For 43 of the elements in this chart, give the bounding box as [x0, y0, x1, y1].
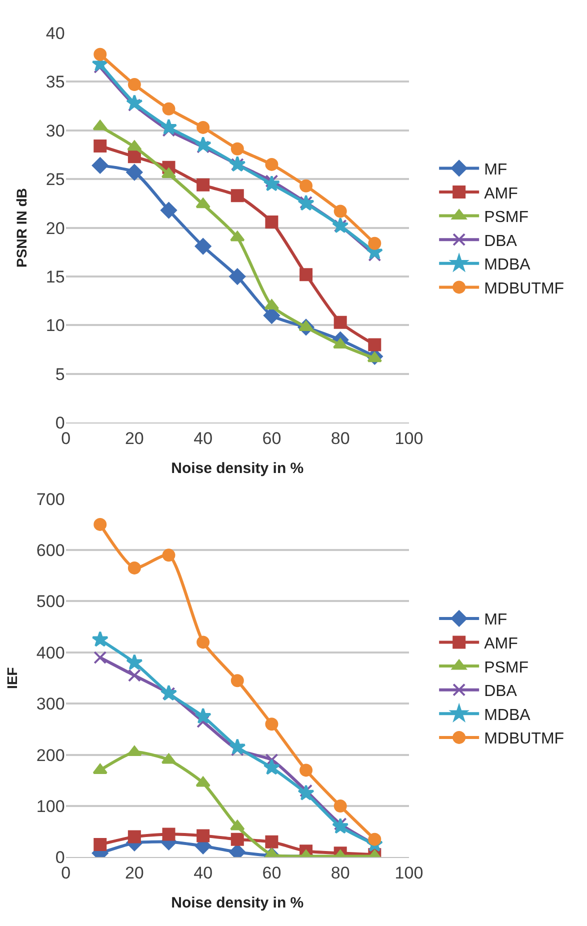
- y-tick-label: 35: [46, 72, 65, 92]
- y-tick-label: 15: [46, 267, 65, 286]
- x-tick-label: 60: [262, 429, 282, 448]
- y-tick-label: 0: [55, 414, 65, 433]
- legend-label: MDBUTMF: [484, 730, 564, 748]
- y-axis-title: PSNR IN dB: [13, 188, 30, 268]
- x-tick-label: 40: [194, 429, 213, 448]
- x-axis-title: Noise density in %: [171, 894, 304, 912]
- y-tick-label: 0: [55, 848, 65, 868]
- x-tick-label: 60: [262, 864, 282, 883]
- x-tick-label: 100: [394, 429, 424, 448]
- x-axis-title: Noise density in %: [171, 460, 304, 478]
- x-tick-label: 80: [330, 429, 350, 448]
- y-tick-label: 20: [46, 218, 65, 238]
- y-tick-label: 10: [46, 316, 65, 336]
- x-tick-label: 20: [124, 864, 144, 883]
- y-tick-label: 400: [36, 643, 65, 662]
- x-tick-label: 20: [124, 429, 144, 448]
- legend-label: MF: [484, 612, 508, 629]
- legend-label: PSMF: [484, 209, 529, 226]
- x-tick-label: 80: [330, 864, 350, 883]
- legend-label: AMF: [484, 185, 518, 202]
- legend-label: DBA: [484, 232, 518, 250]
- legend-label: DBA: [484, 683, 518, 700]
- y-tick-label: 200: [36, 746, 65, 765]
- legend-label: MDBA: [484, 706, 531, 724]
- y-tick-label: 100: [36, 796, 65, 816]
- legend-label: MF: [484, 161, 508, 178]
- y-axis-title: IEF: [4, 666, 20, 689]
- y-tick-label: 40: [46, 24, 65, 43]
- y-tick-label: 600: [36, 540, 65, 560]
- y-tick-label: 25: [46, 170, 65, 190]
- y-tick-label: 500: [36, 592, 65, 612]
- legend-label: AMF: [484, 635, 518, 652]
- legend-label: PSMF: [484, 659, 529, 676]
- y-tick-label: 300: [36, 694, 65, 714]
- y-tick-label: 30: [46, 121, 65, 140]
- x-tick-label: 100: [394, 864, 424, 883]
- y-tick-label: 700: [36, 490, 65, 509]
- y-tick-label: 5: [55, 364, 65, 384]
- x-tick-label: 40: [194, 864, 213, 883]
- legend-label: MDBUTMF: [484, 280, 564, 298]
- legend-label: MDBA: [484, 256, 531, 274]
